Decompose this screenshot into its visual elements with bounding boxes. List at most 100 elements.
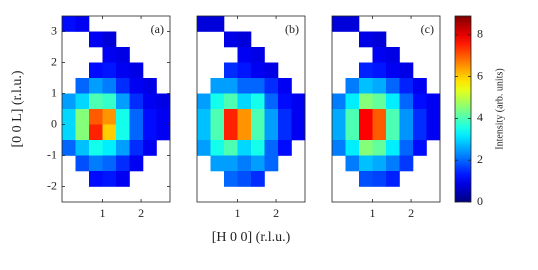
- heatmap-cell: [116, 47, 130, 63]
- heatmap-cell: [264, 78, 279, 94]
- heatmap-cell: [359, 93, 373, 110]
- heatmap-cell: [224, 93, 238, 110]
- panel-label: (b): [285, 22, 299, 36]
- heatmap-cell: [116, 78, 130, 94]
- panel-label: (a): [151, 22, 164, 36]
- heatmap-cell: [102, 62, 117, 79]
- heatmap-cell: [251, 62, 265, 79]
- heatmap-cell: [237, 171, 252, 187]
- heatmap-cell: [399, 155, 414, 172]
- x-axis-label: [H 0 0] (r.l.u.): [212, 230, 291, 245]
- heatmap-cell: [224, 62, 238, 79]
- colorbar: [455, 16, 471, 202]
- heatmap-cell: [264, 93, 279, 110]
- heatmap-cell: [332, 109, 346, 125]
- heatmap-cell: [237, 47, 252, 63]
- heatmap-cell: [116, 155, 130, 172]
- heatmap-cell: [332, 16, 346, 32]
- heatmap-cell: [359, 171, 373, 187]
- heatmap-cell: [413, 140, 427, 156]
- heatmap-cell: [372, 93, 387, 110]
- heatmap-cell: [197, 93, 211, 110]
- heatmap-cell: [237, 31, 252, 48]
- heatmap-cell: [386, 155, 400, 172]
- heatmap-cell: [386, 109, 400, 125]
- heatmap-cell: [399, 93, 414, 110]
- heatmap-cell: [224, 109, 238, 125]
- heatmap-cell: [89, 171, 103, 187]
- heatmap-cell: [75, 78, 90, 94]
- heatmap-cell: [102, 93, 117, 110]
- heatmap-cell: [143, 124, 157, 141]
- heatmap-cell: [129, 78, 144, 94]
- heatmap-cell: [116, 140, 130, 156]
- heatmap-cell: [197, 124, 211, 141]
- heatmap-cell: [372, 78, 387, 94]
- heatmap-cell: [264, 155, 279, 172]
- heatmap-cell: [224, 171, 238, 187]
- heatmap-cell: [291, 93, 306, 110]
- heatmap-cell: [75, 109, 90, 125]
- heatmap-cell: [224, 155, 238, 172]
- heatmap-cell: [237, 124, 252, 141]
- heatmap-cell: [210, 155, 225, 172]
- heatmap-cell: [116, 109, 130, 125]
- colorbar-tick-label: 0: [477, 194, 483, 208]
- heatmap-cell: [264, 62, 279, 79]
- heatmap-cell: [386, 124, 400, 141]
- colorbar-label: Intensity (arb. units): [494, 68, 505, 149]
- heatmap-cell: [210, 78, 225, 94]
- heatmap-cell: [89, 78, 103, 94]
- heatmap-cell: [143, 140, 157, 156]
- heatmap-cell: [251, 93, 265, 110]
- heatmap-cell: [156, 93, 171, 110]
- heatmap-cell: [210, 140, 225, 156]
- heatmap-cell: [251, 155, 265, 172]
- heatmap-cell: [386, 171, 400, 187]
- heatmap-cell: [359, 155, 373, 172]
- heatmap-cell: [413, 124, 427, 141]
- y-axis-label: [0 0 L] (r.l.u.): [10, 70, 25, 147]
- heatmap-cell: [426, 124, 441, 141]
- panel-label: (c): [421, 22, 434, 36]
- heatmap-cell: [291, 109, 306, 125]
- x-tick-label: 2: [273, 206, 279, 220]
- heatmap-cell: [75, 16, 90, 32]
- colorbar-tick-label: 6: [477, 68, 483, 82]
- heatmap-cell: [413, 78, 427, 94]
- heatmap-cell: [237, 62, 252, 79]
- heatmap-cell: [197, 16, 211, 32]
- heatmap-cell: [278, 78, 292, 94]
- heatmap-cell: [62, 140, 76, 156]
- heatmap-cell: [386, 47, 400, 63]
- y-tick-label: 3: [51, 23, 57, 37]
- heatmap-cell: [345, 16, 360, 32]
- y-tick-label: 1: [51, 85, 57, 99]
- heatmap-cell: [413, 93, 427, 110]
- heatmap-cell: [345, 109, 360, 125]
- heatmap-cell: [359, 124, 373, 141]
- y-tick-label: 0: [51, 116, 57, 130]
- heatmap-cell: [156, 109, 171, 125]
- heatmap-cell: [359, 31, 373, 48]
- heatmap-cell: [359, 78, 373, 94]
- heatmap-cell: [75, 93, 90, 110]
- heatmap-cell: [386, 78, 400, 94]
- heatmap-cell: [197, 109, 211, 125]
- heatmap-cell: [237, 78, 252, 94]
- heatmap-cell: [345, 140, 360, 156]
- heatmap-cell: [89, 140, 103, 156]
- heatmap-cell: [75, 124, 90, 141]
- colorbar-tick-label: 8: [477, 27, 483, 41]
- heatmap-cell: [143, 93, 157, 110]
- heatmap-cell: [345, 124, 360, 141]
- heatmap-cell: [413, 109, 427, 125]
- heatmap-cell: [224, 140, 238, 156]
- heatmap-cell: [156, 124, 171, 141]
- heatmap-cell: [237, 109, 252, 125]
- axes-frame: [331, 15, 441, 203]
- heatmap-cell: [345, 78, 360, 94]
- x-tick-label: 1: [370, 206, 376, 220]
- heatmap-cell: [372, 109, 387, 125]
